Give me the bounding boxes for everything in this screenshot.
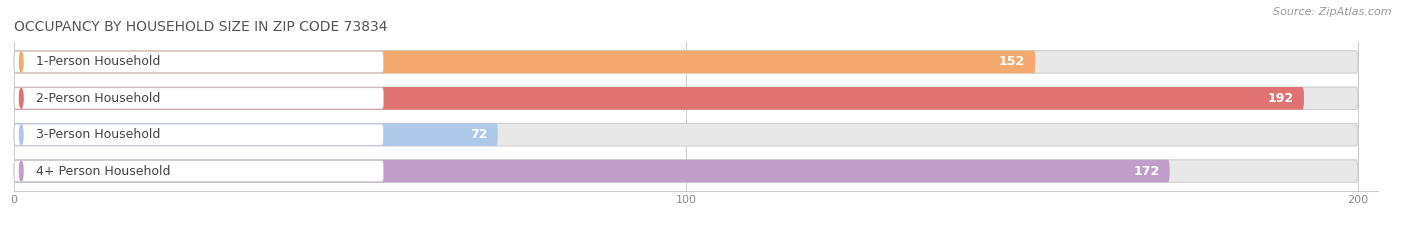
FancyBboxPatch shape: [14, 123, 498, 146]
Text: 172: 172: [1133, 164, 1160, 178]
FancyBboxPatch shape: [14, 160, 1358, 182]
FancyBboxPatch shape: [14, 51, 1035, 73]
Circle shape: [20, 161, 22, 181]
Text: 1-Person Household: 1-Person Household: [37, 55, 160, 69]
FancyBboxPatch shape: [14, 87, 1303, 110]
FancyBboxPatch shape: [14, 123, 1358, 146]
Circle shape: [20, 52, 22, 72]
Text: 192: 192: [1268, 92, 1294, 105]
Circle shape: [20, 89, 22, 108]
FancyBboxPatch shape: [14, 161, 384, 182]
Text: 4+ Person Household: 4+ Person Household: [37, 164, 172, 178]
FancyBboxPatch shape: [14, 160, 1170, 182]
Text: 72: 72: [470, 128, 488, 141]
Text: OCCUPANCY BY HOUSEHOLD SIZE IN ZIP CODE 73834: OCCUPANCY BY HOUSEHOLD SIZE IN ZIP CODE …: [14, 20, 388, 34]
Text: 2-Person Household: 2-Person Household: [37, 92, 160, 105]
Text: 152: 152: [998, 55, 1025, 69]
FancyBboxPatch shape: [14, 51, 1358, 73]
FancyBboxPatch shape: [14, 124, 384, 145]
Text: Source: ZipAtlas.com: Source: ZipAtlas.com: [1274, 7, 1392, 17]
Circle shape: [20, 125, 22, 144]
FancyBboxPatch shape: [14, 88, 384, 109]
FancyBboxPatch shape: [14, 87, 1358, 110]
FancyBboxPatch shape: [14, 51, 384, 72]
Text: 3-Person Household: 3-Person Household: [37, 128, 160, 141]
